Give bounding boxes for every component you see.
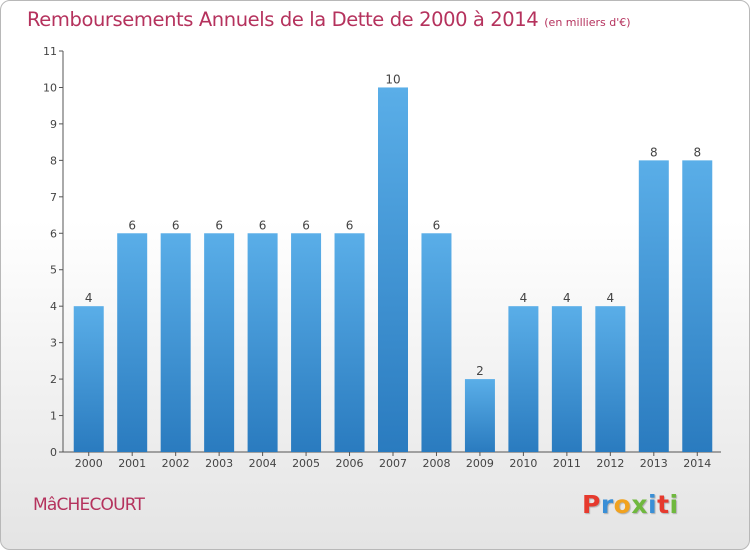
logo-letter: P: [582, 490, 601, 519]
y-tick-label: 5: [50, 264, 57, 277]
commune-name: MâCHECOURT: [33, 495, 145, 515]
logo-letter: o: [613, 490, 632, 519]
data-label: 6: [215, 218, 223, 232]
x-tick-label: 2010: [509, 457, 537, 470]
data-label: 10: [385, 72, 400, 86]
bar: [551, 306, 582, 452]
chart-bars: [73, 87, 713, 453]
logo-letter: i: [669, 490, 679, 519]
y-tick-label: 11: [43, 45, 57, 58]
x-tick-label: 2003: [205, 457, 233, 470]
x-tick-label: 2001: [118, 457, 146, 470]
bar: [595, 306, 626, 452]
x-tick-label: 2006: [336, 457, 364, 470]
bar: [508, 306, 539, 452]
data-label: 4: [520, 291, 528, 305]
x-tick-label: 2002: [162, 457, 190, 470]
logo-letter: t: [657, 490, 670, 519]
x-tick-label: 2012: [596, 457, 624, 470]
data-label: 6: [128, 218, 136, 232]
data-label: 4: [607, 291, 615, 305]
logo-letter: i: [648, 490, 658, 519]
logo-letter: r: [600, 490, 614, 519]
logo-letter: x: [631, 490, 648, 519]
x-tick-label: 2007: [379, 457, 407, 470]
y-tick-label: 9: [50, 118, 57, 131]
y-tick-label: 3: [50, 337, 57, 350]
x-tick-label: 2000: [75, 457, 103, 470]
x-tick-label: 2011: [553, 457, 581, 470]
bar: [464, 379, 495, 452]
chart-title: Remboursements Annuels de la Dette de 20…: [27, 8, 631, 31]
data-label: 6: [302, 218, 310, 232]
data-label: 4: [85, 291, 93, 305]
y-tick-label: 1: [50, 410, 57, 423]
bar: [117, 233, 148, 452]
chart-title-text: Remboursements Annuels de la Dette de 20…: [27, 8, 539, 31]
bar: [378, 87, 408, 453]
data-label: 6: [346, 218, 354, 232]
chart-labels: 4 2000 6 2001 6 2002 6 2003 6 2004 6 2005 6 2006 10 200…: [75, 72, 712, 470]
bar: [334, 233, 365, 452]
x-tick-label: 2009: [466, 457, 494, 470]
bar: [73, 306, 104, 452]
proxiti-logo: Proxiti: [582, 490, 679, 519]
bar: [291, 233, 322, 452]
data-label: 8: [650, 145, 658, 159]
x-tick-label: 2013: [640, 457, 668, 470]
y-tick-label: 4: [50, 300, 57, 313]
y-tick-label: 10: [43, 81, 57, 94]
data-label: 6: [259, 218, 267, 232]
bar: [204, 233, 235, 452]
x-tick-label: 2005: [292, 457, 320, 470]
data-label: 8: [693, 145, 701, 159]
bar: [638, 160, 669, 452]
y-tick-label: 0: [50, 446, 57, 459]
data-label: 2: [476, 364, 484, 378]
data-label: 6: [433, 218, 441, 232]
data-label: 6: [172, 218, 180, 232]
bar: [682, 160, 713, 452]
bar: [160, 233, 191, 452]
x-tick-label: 2014: [683, 457, 711, 470]
x-tick-label: 2008: [422, 457, 450, 470]
y-tick-label: 7: [50, 191, 57, 204]
y-tick-label: 2: [50, 373, 57, 386]
data-label: 4: [563, 291, 571, 305]
bar: [247, 233, 278, 452]
x-tick-label: 2004: [249, 457, 277, 470]
y-tick-label: 6: [50, 227, 57, 240]
y-tick-label: 8: [50, 154, 57, 167]
bar: [421, 233, 452, 452]
chart-unit-label: (en milliers d'€): [544, 16, 631, 29]
